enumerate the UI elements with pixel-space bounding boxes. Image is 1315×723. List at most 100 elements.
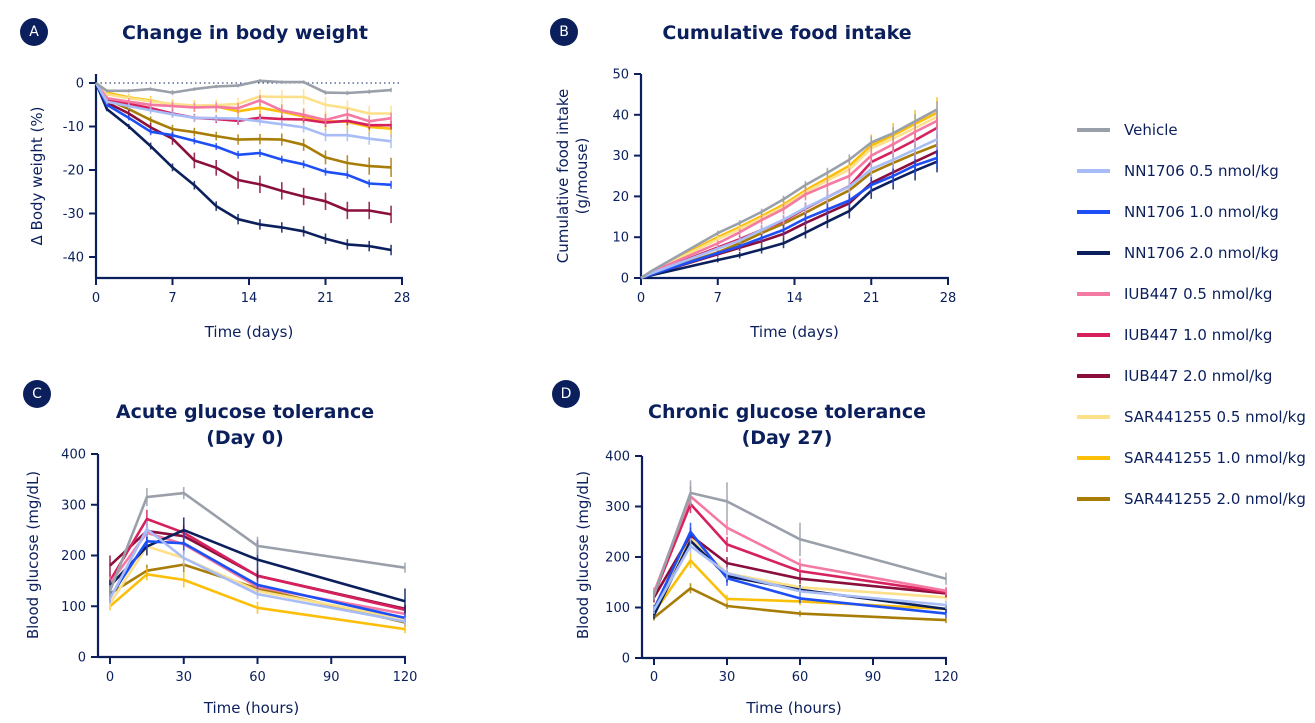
series-line (652, 544, 947, 611)
legend-label: IUB447 1.0 nmol/kg (1124, 326, 1272, 344)
y-axis-label: Δ Body weight (%) (28, 107, 46, 246)
y-tick-label: 0 (76, 77, 84, 92)
legend: Vehicle NN1706 0.5 nmol/kg NN1706 1.0 nmol… (1077, 121, 1306, 508)
legend-item: IUB447 0.5 nmol/kg (1077, 285, 1272, 303)
y-tick-label: 0 (78, 651, 86, 666)
legend-item: SAR441255 0.5 nmol/kg (1077, 408, 1306, 426)
panel-badge-label: B (559, 24, 569, 40)
series-line (94, 82, 392, 123)
x-tick-label: 28 (940, 291, 957, 306)
panel-badge (23, 380, 51, 408)
panel-badge-label: A (29, 24, 39, 40)
y-tick-label: -40 (63, 251, 84, 266)
y-axis-label: (g/mouse) (573, 138, 591, 215)
y-axis-label: Blood glucose (mg/dL) (574, 471, 592, 639)
series-sar441255-1-0-nmol-kg (109, 568, 406, 634)
series-line (95, 79, 392, 95)
chart-title: (Day 27) (742, 427, 833, 449)
x-tick-label: 21 (317, 291, 334, 306)
x-tick-label: 7 (714, 291, 722, 306)
x-tick-label: 0 (637, 291, 645, 306)
x-tick-label: 14 (786, 291, 803, 306)
legend-item: SAR441255 2.0 nmol/kg (1077, 490, 1306, 508)
legend-label: SAR441255 1.0 nmol/kg (1124, 449, 1306, 467)
legend-label: IUB447 0.5 nmol/kg (1124, 285, 1272, 303)
series-nn1706-2-0-nmol-kg (94, 82, 392, 256)
y-tick-label: 100 (605, 601, 630, 616)
y-tick-label: 100 (61, 600, 86, 615)
panel-badge (20, 18, 48, 46)
y-tick-label: 400 (605, 450, 630, 465)
legend-label: NN1706 1.0 nmol/kg (1124, 203, 1279, 221)
legend-item: IUB447 1.0 nmol/kg (1077, 326, 1272, 344)
series-line (94, 82, 392, 216)
series-line (94, 82, 392, 187)
legend-label: SAR441255 2.0 nmol/kg (1124, 490, 1306, 508)
panel-food-intake: B Cumulative food intake 0 7 14 21 28 0 10 20 30 40… (550, 18, 956, 341)
y-axis-label: Blood glucose (mg/dL) (24, 471, 42, 639)
series-line (640, 108, 938, 280)
x-axis-label: Time (days) (204, 323, 294, 341)
y-tick-label: -20 (63, 164, 84, 179)
x-tick-label: 28 (394, 291, 411, 306)
x-tick-label: 7 (168, 291, 176, 306)
series-line (94, 82, 392, 143)
series-line (640, 138, 938, 280)
legend-label: NN1706 0.5 nmol/kg (1124, 162, 1279, 180)
series-vehicle (108, 486, 406, 598)
chart-title: Acute glucose tolerance (116, 401, 374, 423)
y-tick-label: 400 (61, 448, 86, 463)
legend-label: SAR441255 0.5 nmol/kg (1124, 408, 1306, 426)
series-line (652, 491, 947, 596)
panel-chronic-glucose-tolerance: D Chronic glucose tolerance (Day 27) 0 30 60 9… (552, 380, 958, 717)
x-tick-label: 21 (863, 291, 880, 306)
series-vehicle (95, 79, 392, 96)
series-line (94, 82, 392, 169)
y-tick-label: 300 (605, 500, 630, 515)
legend-item: NN1706 2.0 nmol/kg (1077, 244, 1279, 262)
y-tick-label: 200 (605, 551, 630, 566)
series-nn1706-0-5-nmol-kg (108, 521, 406, 626)
chart-title: Cumulative food intake (662, 22, 911, 44)
series-nn1706-0-5-nmol-kg (652, 538, 947, 615)
chart-title: (Day 0) (206, 427, 284, 449)
y-tick-label: 20 (612, 190, 629, 205)
series-iub447-0-5-nmol-kg (94, 82, 392, 127)
y-tick-label: -10 (63, 120, 84, 135)
legend-item: NN1706 0.5 nmol/kg (1077, 162, 1279, 180)
panel-badge (550, 18, 578, 46)
x-tick-label: 0 (92, 291, 100, 306)
x-tick-label: 30 (175, 670, 192, 685)
x-tick-label: 30 (719, 670, 736, 685)
panel-body-weight: A Change in body weight 0 7 14 21 28 0 -10 -20 -30… (20, 18, 410, 341)
y-tick-label: -30 (63, 207, 84, 222)
y-tick-label: 300 (61, 498, 86, 513)
x-tick-label: 120 (393, 670, 418, 685)
y-tick-label: 40 (612, 108, 629, 123)
panel-badge-label: D (561, 386, 572, 402)
x-tick-label: 14 (241, 291, 258, 306)
series-line (109, 572, 406, 631)
y-axis-label: Cumulative food intake (554, 89, 572, 263)
x-tick-label: 120 (934, 670, 959, 685)
chart-title: Chronic glucose tolerance (648, 401, 926, 423)
series-line (108, 491, 406, 592)
series-line (94, 82, 392, 252)
y-tick-label: 0 (622, 652, 630, 667)
series-nn1706-1-0-nmol-kg (94, 82, 392, 189)
legend-item: NN1706 1.0 nmol/kg (1077, 203, 1279, 221)
legend-item: Vehicle (1077, 121, 1178, 139)
x-tick-label: 90 (865, 670, 882, 685)
series-line (108, 539, 406, 620)
series-vehicle (640, 101, 938, 280)
legend-item: IUB447 2.0 nmol/kg (1077, 367, 1272, 385)
y-tick-label: 0 (621, 272, 629, 287)
series-line (108, 527, 406, 623)
x-tick-label: 60 (792, 670, 809, 685)
y-tick-label: 30 (612, 149, 629, 164)
series-sar441255-2-0-nmol-kg (653, 583, 947, 624)
x-tick-label: 60 (249, 670, 266, 685)
x-axis-label: Time (days) (749, 323, 839, 341)
x-tick-label: 90 (323, 670, 340, 685)
